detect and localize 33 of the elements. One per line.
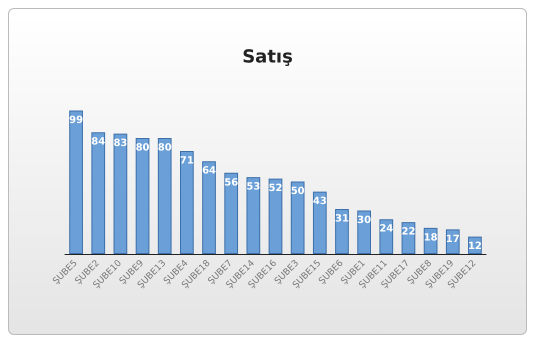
bar	[290, 182, 305, 254]
data-label: 31	[335, 214, 349, 225]
bar	[268, 178, 282, 254]
data-label: 30	[357, 215, 372, 226]
bar	[246, 177, 260, 254]
bar	[224, 172, 238, 254]
data-label: 50	[290, 186, 305, 197]
bar	[136, 138, 150, 254]
bar	[335, 209, 349, 254]
chart-title: Satış	[242, 46, 293, 68]
data-label: 12	[468, 241, 482, 252]
data-label: 83	[113, 138, 128, 150]
bar	[158, 138, 172, 254]
data-label: 24	[379, 224, 394, 235]
data-label: 43	[312, 196, 327, 208]
bar	[91, 132, 106, 254]
data-label: 17	[446, 234, 460, 245]
bar	[114, 134, 128, 254]
data-label: 80	[136, 142, 150, 154]
data-label: 80	[158, 142, 172, 154]
data-label: 64	[202, 166, 216, 177]
data-label: 18	[424, 232, 438, 244]
bar	[69, 110, 83, 254]
data-label: 56	[224, 177, 238, 188]
bar	[180, 151, 194, 254]
bar	[202, 161, 216, 254]
data-label: 53	[246, 182, 260, 193]
data-label: 84	[91, 136, 106, 148]
data-label: 52	[268, 183, 282, 194]
data-label: 22	[401, 226, 416, 238]
bar	[312, 192, 327, 254]
data-label: 71	[180, 156, 194, 167]
data-label: 99	[69, 114, 84, 126]
